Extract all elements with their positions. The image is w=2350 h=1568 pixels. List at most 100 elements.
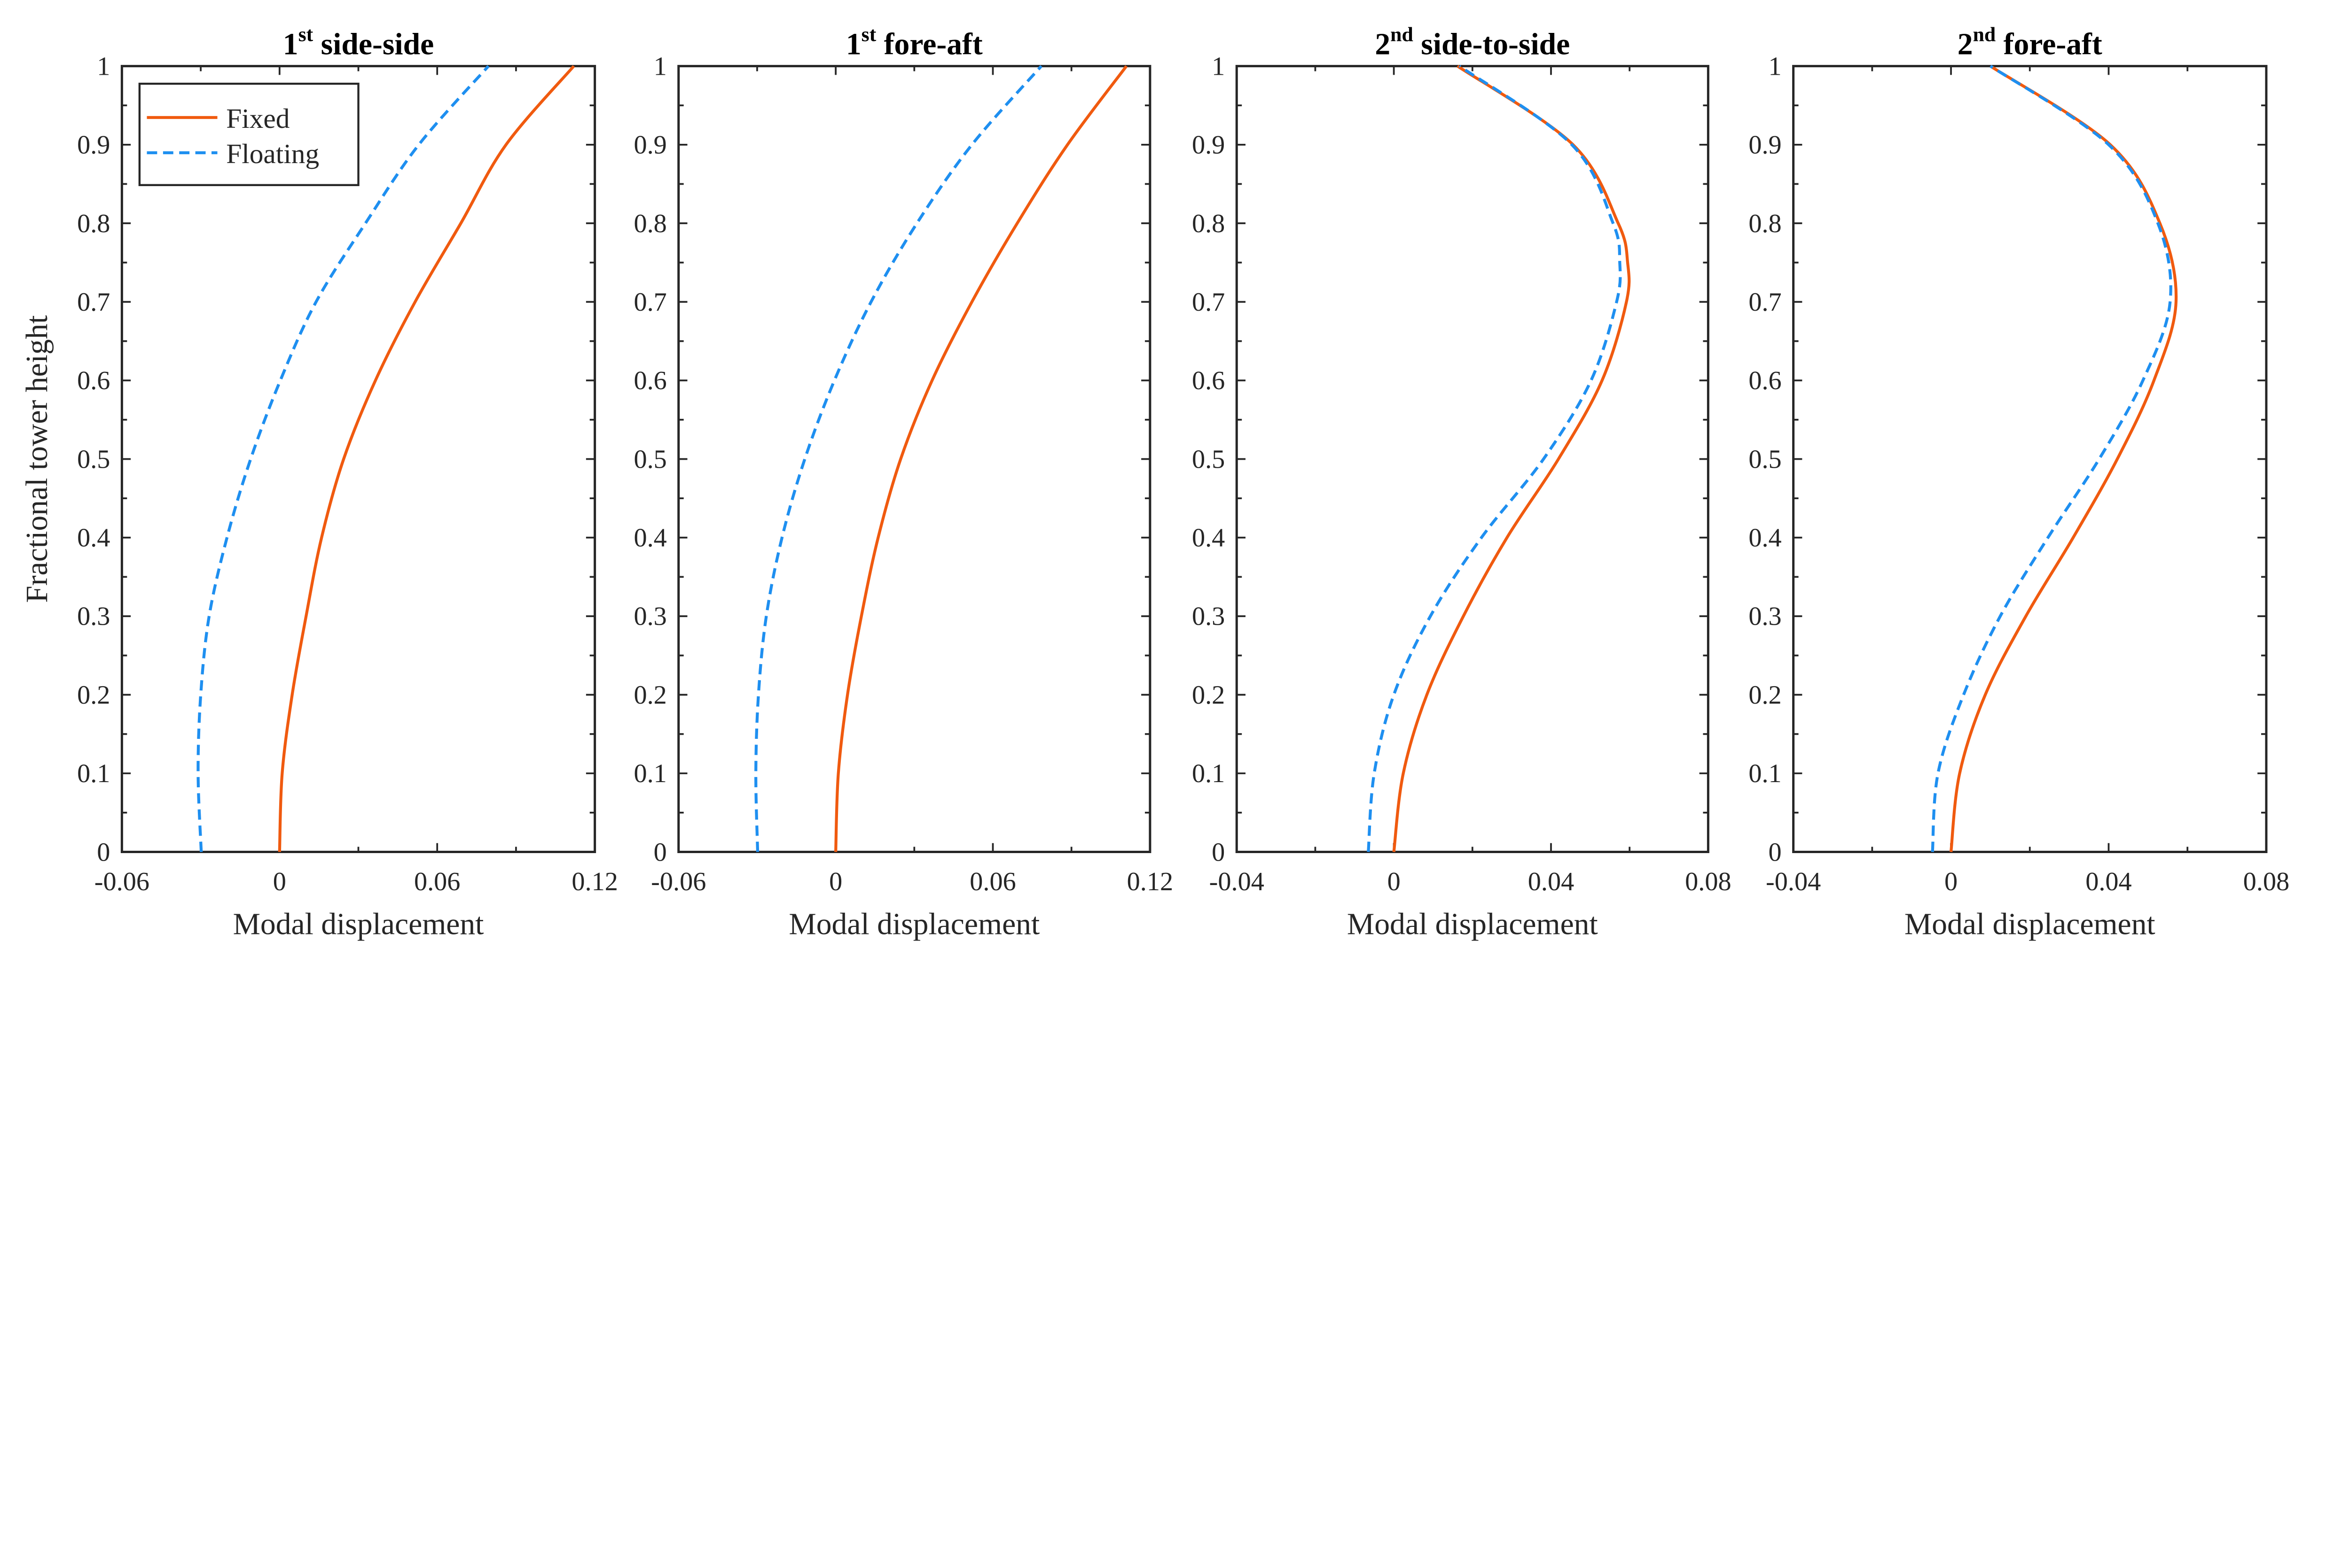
- subplot-title: 1st side-side: [283, 23, 434, 61]
- y-tick-label: 0.2: [1748, 681, 1781, 710]
- subplot-4: 00.10.20.30.40.50.60.70.80.91-0.04 0 0.04 0…: [1748, 23, 2289, 941]
- legend-box: [138, 82, 360, 186]
- y-tick-label: 0.6: [1748, 366, 1781, 395]
- y-tick-label: 0: [654, 838, 667, 867]
- y-tick-label: 0.1: [1748, 759, 1781, 788]
- x-axis-label: Modal displacement: [789, 908, 1040, 941]
- y-axis-label: Fractional tower height: [20, 315, 54, 603]
- x-tick-label: 0: [1387, 867, 1401, 896]
- modal-shapes-figure: 00.10.20.30.40.50.60.70.80.91-0.06 0 0.06 0…: [20, 23, 2289, 941]
- x-tick-label: 0: [1944, 867, 1958, 896]
- x-tick-label: 0.04: [1528, 867, 1574, 896]
- series-line-floating: [1367, 65, 1622, 852]
- y-tick-label: 0.5: [77, 445, 110, 474]
- y-tick-label: 0.9: [634, 131, 666, 160]
- y-tick-label: 0: [1769, 838, 1782, 867]
- y-tick-label: 0.8: [1748, 209, 1781, 238]
- axes-box: [677, 65, 1152, 853]
- y-tick-label: 0.2: [77, 681, 110, 710]
- x-axis-label: Modal displacement: [1904, 908, 2155, 941]
- title-text: fore-aft: [876, 28, 983, 62]
- x-axis-label: Modal displacement: [233, 908, 484, 941]
- y-tick-label: 0.7: [1748, 288, 1781, 317]
- axes-box: [1235, 65, 1709, 853]
- y-tick-label: 0.1: [1192, 759, 1225, 788]
- x-tick-label: 0.08: [1685, 867, 1731, 896]
- series-line-floating: [1931, 65, 2172, 852]
- y-tick-label: 0.9: [1192, 131, 1225, 160]
- subplot-title: 2nd side-to-side: [1375, 23, 1570, 61]
- y-tick-label: 1: [1769, 52, 1782, 81]
- legend: Fixed Floating: [138, 82, 360, 186]
- y-tick-label: 0.3: [77, 602, 110, 631]
- subplot-title: 1st fore-aft: [846, 23, 983, 61]
- series-line-floating: [754, 65, 1042, 852]
- title-superscript: nd: [1973, 23, 1996, 46]
- x-tick-label: -0.04: [1209, 867, 1264, 896]
- y-tick-label: 0.9: [77, 131, 110, 160]
- title-text: side-to-side: [1413, 28, 1570, 62]
- y-tick-label: 0.6: [1192, 366, 1225, 395]
- y-tick-label: 0.1: [77, 759, 110, 788]
- x-tick-label: -0.04: [1766, 867, 1821, 896]
- subplot-title: 2nd fore-aft: [1958, 23, 2102, 61]
- y-tick-label: 0.1: [634, 759, 666, 788]
- x-tick-label: 0.06: [414, 867, 460, 896]
- title-superscript: st: [298, 23, 313, 46]
- legend-label: Fixed: [226, 103, 290, 134]
- title-ordinal: 2: [1958, 28, 1973, 62]
- y-tick-label: 0.4: [77, 523, 110, 552]
- y-tick-label: 0.7: [77, 288, 110, 317]
- y-tick-label: 0.4: [1748, 523, 1781, 552]
- series-line-fixed: [278, 65, 575, 852]
- title-superscript: nd: [1390, 23, 1413, 46]
- y-tick-label: 1: [1212, 52, 1225, 81]
- series-line-fixed: [1392, 65, 1631, 852]
- y-tick-label: 0.5: [634, 445, 666, 474]
- y-tick-label: 0: [1212, 838, 1225, 867]
- y-tick-label: 1: [654, 52, 667, 81]
- y-tick-label: 0.2: [1192, 681, 1225, 710]
- title-text: side-side: [313, 28, 434, 62]
- y-tick-label: 0.6: [634, 366, 666, 395]
- subplot-3: 00.10.20.30.40.50.60.70.80.91-0.04 0 0.04 0…: [1192, 23, 1731, 941]
- y-tick-label: 0.8: [1192, 209, 1225, 238]
- y-tick-label: 0.4: [634, 523, 666, 552]
- title-superscript: st: [862, 23, 877, 46]
- y-tick-label: 0.9: [1748, 131, 1781, 160]
- y-tick-label: 0.3: [634, 602, 666, 631]
- title-text: fore-aft: [1996, 28, 2102, 62]
- legend-label: Floating: [226, 138, 319, 169]
- series-line-floating: [196, 65, 490, 852]
- x-tick-label: 0.12: [1127, 867, 1173, 896]
- y-tick-label: 0.5: [1192, 445, 1225, 474]
- title-ordinal: 1: [846, 28, 862, 62]
- x-tick-label: 0.04: [2085, 867, 2131, 896]
- y-tick-label: 0.7: [1192, 288, 1225, 317]
- y-tick-label: 0: [97, 838, 110, 867]
- x-tick-label: -0.06: [94, 867, 149, 896]
- y-tick-label: 0.8: [634, 209, 666, 238]
- y-tick-label: 0.2: [634, 681, 666, 710]
- x-tick-label: 0: [273, 867, 286, 896]
- x-tick-label: 0.06: [970, 867, 1016, 896]
- series-line-fixed: [834, 65, 1128, 852]
- x-tick-label: 0.08: [2243, 867, 2289, 896]
- series-line-fixed: [1949, 65, 2178, 852]
- axes-box: [120, 65, 596, 853]
- x-tick-label: 0: [829, 867, 842, 896]
- title-ordinal: 1: [283, 28, 298, 62]
- title-ordinal: 2: [1375, 28, 1390, 62]
- x-tick-label: -0.06: [651, 867, 706, 896]
- y-tick-label: 0.4: [1192, 523, 1225, 552]
- y-tick-label: 0.8: [77, 209, 110, 238]
- subplot-2: 00.10.20.30.40.50.60.70.80.91-0.06 0 0.06 0…: [634, 23, 1173, 941]
- y-tick-label: 0.7: [634, 288, 666, 317]
- x-tick-label: 0.12: [572, 867, 618, 896]
- subplot-1: 00.10.20.30.40.50.60.70.80.91-0.06 0 0.06 0…: [20, 23, 618, 941]
- y-tick-label: 0.6: [77, 366, 110, 395]
- y-tick-label: 1: [97, 52, 110, 81]
- x-axis-label: Modal displacement: [1347, 908, 1598, 941]
- y-tick-label: 0.5: [1748, 445, 1781, 474]
- y-tick-label: 0.3: [1748, 602, 1781, 631]
